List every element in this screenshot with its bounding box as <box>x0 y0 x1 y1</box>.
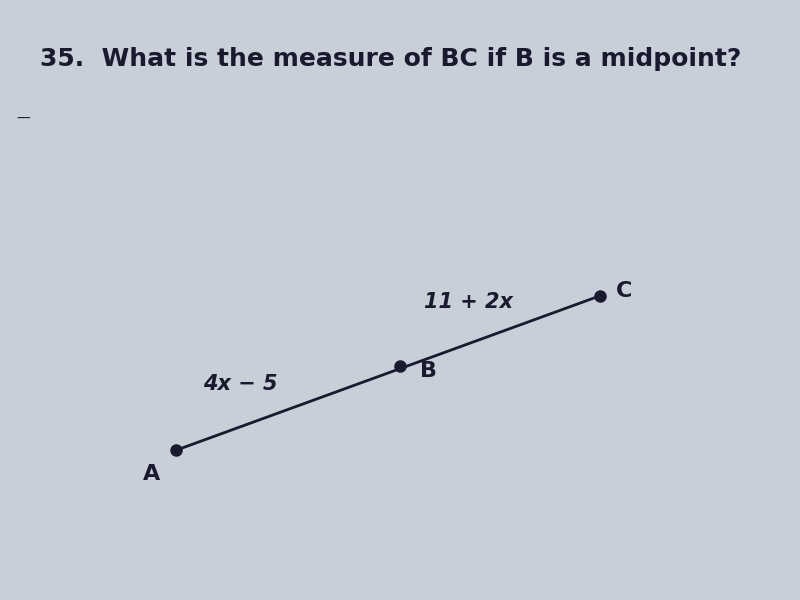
Text: B: B <box>420 361 437 380</box>
Text: 11 + 2x: 11 + 2x <box>423 292 513 312</box>
Text: A: A <box>142 464 160 484</box>
Text: C: C <box>616 281 632 301</box>
Text: 4x − 5: 4x − 5 <box>202 374 278 394</box>
Text: 35.  What is the measure of BC if B is a midpoint?: 35. What is the measure of BC if B is a … <box>40 47 742 71</box>
Text: —: — <box>16 112 30 125</box>
